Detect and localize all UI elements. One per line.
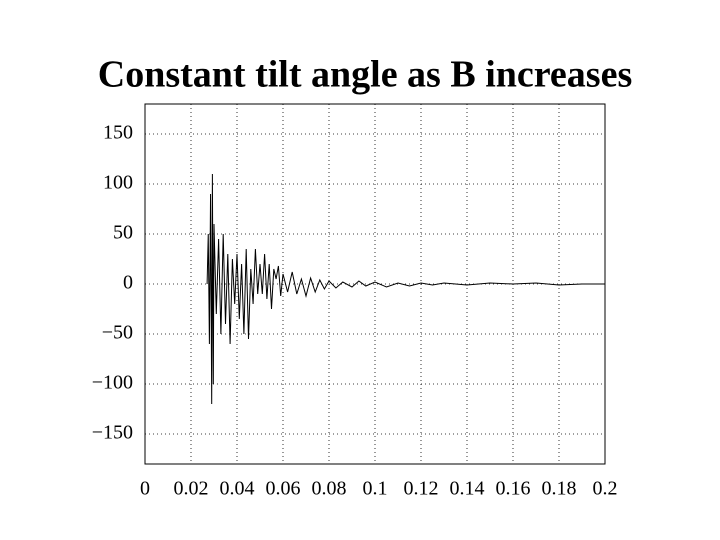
chart-title: Constant tilt angle as B increases [98, 54, 632, 96]
y-tick-label: −150 [92, 422, 133, 444]
x-tick-label: 0.16 [496, 478, 531, 500]
x-tick-label: 0.14 [450, 478, 485, 500]
x-tick-label: 0.12 [404, 478, 439, 500]
y-tick-label: −100 [92, 372, 133, 394]
x-tick-label: 0.06 [266, 478, 301, 500]
y-tick-label: 50 [113, 222, 133, 244]
y-tick-label: 100 [103, 172, 133, 194]
x-tick-label: 0.02 [174, 478, 209, 500]
y-tick-label: 0 [123, 272, 133, 294]
x-tick-label: 0.2 [593, 478, 618, 500]
x-tick-label: 0.04 [220, 478, 255, 500]
x-tick-label: 0.18 [542, 478, 577, 500]
x-tick-label: 0.1 [363, 478, 388, 500]
x-tick-label: 0 [140, 478, 150, 500]
y-tick-label: −50 [102, 322, 133, 344]
y-tick-label: 150 [103, 122, 133, 144]
x-tick-label: 0.08 [312, 478, 347, 500]
data-line [206, 173, 605, 405]
